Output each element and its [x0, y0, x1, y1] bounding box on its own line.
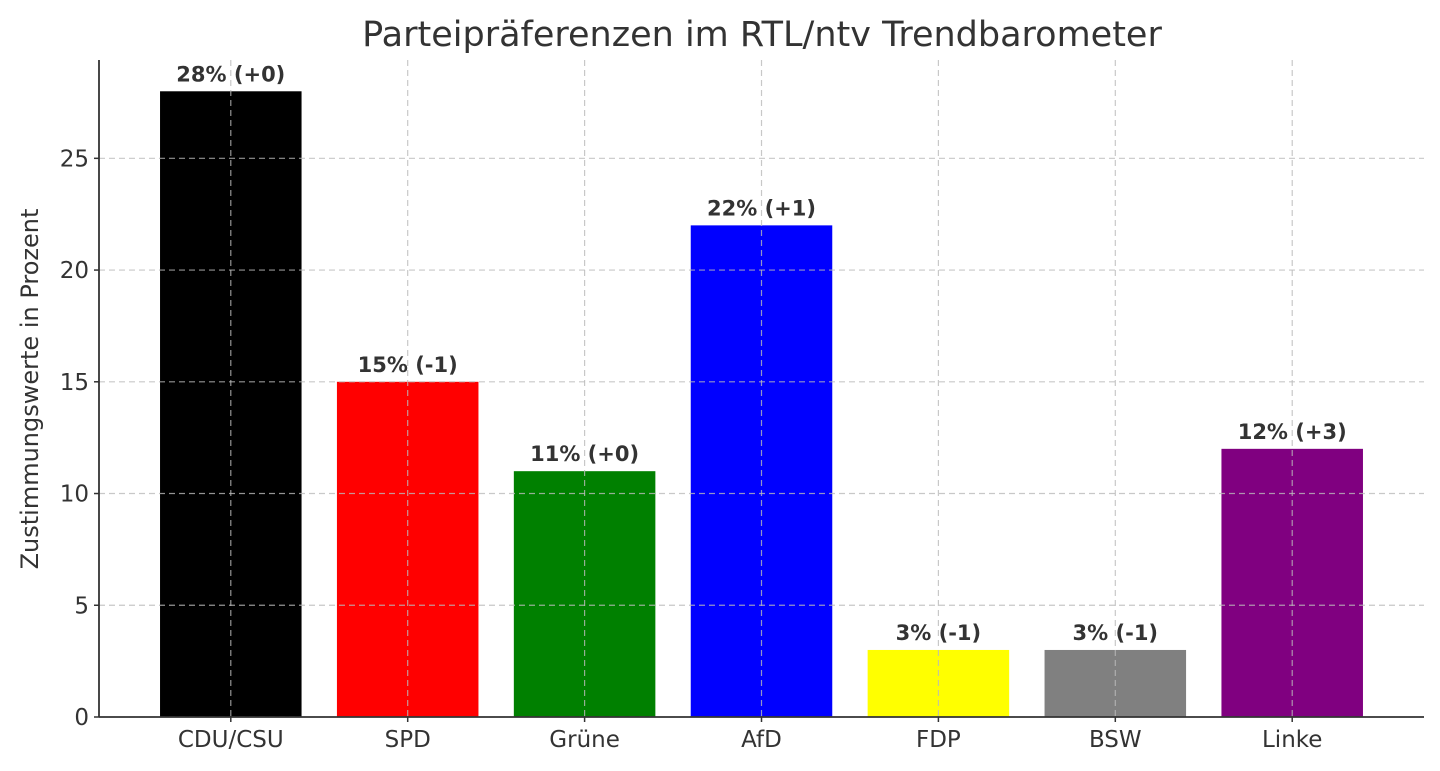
x-tick-label: BSW — [1089, 727, 1142, 753]
x-tick-label: AfD — [741, 727, 782, 753]
data-label: 22% (+1) — [707, 196, 816, 220]
x-tick-label: FDP — [916, 727, 961, 753]
x-tick-label: Grüne — [549, 727, 620, 753]
y-tick-label: 25 — [60, 146, 89, 172]
chart-title: Parteipräferenzen im RTL/ntv Trendbarome… — [362, 15, 1162, 55]
y-tick-label: 10 — [60, 482, 89, 508]
y-axis-label: Zustimmungswerte in Prozent — [16, 209, 44, 570]
data-label: 12% (+3) — [1238, 420, 1347, 444]
y-tick-label: 5 — [74, 593, 89, 619]
x-tick-label: Linke — [1262, 727, 1322, 753]
data-label: 3% (-1) — [1073, 621, 1159, 645]
x-tick-label: SPD — [385, 727, 431, 753]
data-label: 11% (+0) — [530, 442, 639, 466]
y-tick-label: 15 — [60, 370, 89, 396]
y-tick-label: 20 — [60, 258, 89, 284]
data-label: 28% (+0) — [176, 62, 285, 86]
x-tick-label: CDU/CSU — [178, 727, 284, 753]
data-label: 3% (-1) — [896, 621, 982, 645]
data-label: 15% (-1) — [358, 353, 458, 377]
y-tick-label: 0 — [74, 705, 89, 731]
